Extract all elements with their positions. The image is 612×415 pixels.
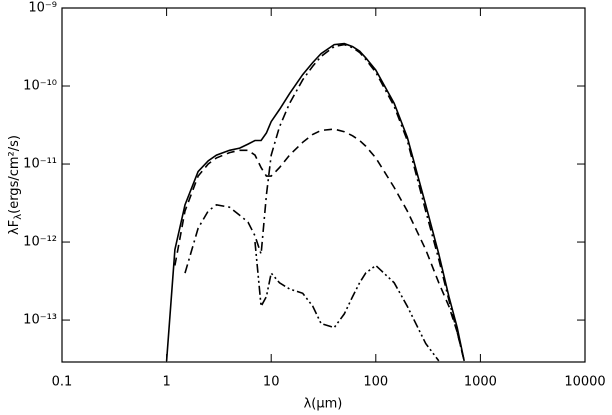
x-tick-label: 1 <box>162 375 170 390</box>
x-tick-label: 0.1 <box>52 375 73 390</box>
y-tick-label: 10⁻¹¹ <box>23 157 57 172</box>
y-tick-label: 10⁻¹² <box>23 235 57 250</box>
series-line <box>254 241 440 362</box>
y-axis-label: λFλ(ergs/cm²/s) <box>7 135 25 235</box>
y-label-main: λF <box>7 220 22 235</box>
series-line <box>174 128 465 362</box>
y-label-rest: (ergs/cm²/s) <box>7 135 22 214</box>
y-label-sub: λ <box>13 214 24 220</box>
x-tick-label: 10000 <box>564 375 605 390</box>
series-line <box>184 43 465 362</box>
y-tick-label: 10⁻¹⁰ <box>23 79 57 94</box>
x-tick-label: 10 <box>263 375 280 390</box>
plot-frame <box>61 7 586 363</box>
y-tick-label: 10⁻¹³ <box>23 313 57 328</box>
x-axis-label: λ(μm) <box>304 397 343 412</box>
series-line <box>165 42 465 362</box>
y-tick-label: 10⁻⁹ <box>28 1 57 16</box>
x-tick-label: 1000 <box>464 375 497 390</box>
x-tick-label: 100 <box>363 375 388 390</box>
